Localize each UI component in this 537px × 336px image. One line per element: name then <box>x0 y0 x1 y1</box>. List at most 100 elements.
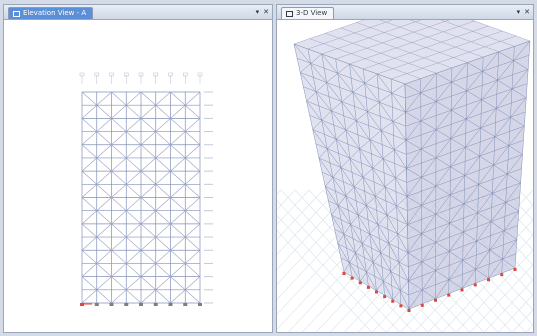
support-marker <box>342 272 346 275</box>
support-marker <box>109 303 114 306</box>
brace <box>366 186 386 206</box>
pin-icon[interactable]: ▾ <box>255 8 260 16</box>
brace <box>170 91 201 119</box>
brace <box>379 102 407 141</box>
roof-grid <box>293 20 531 85</box>
brace <box>111 223 142 251</box>
column <box>390 78 402 305</box>
brace <box>392 280 409 300</box>
brace <box>369 214 388 235</box>
brace <box>435 129 466 148</box>
brace <box>345 177 364 197</box>
support-marker <box>168 303 173 306</box>
brace <box>435 242 463 261</box>
ground-grid-line <box>277 189 338 255</box>
roof <box>294 20 530 84</box>
brace <box>362 177 388 216</box>
grid-bubble <box>109 72 114 77</box>
column <box>363 68 385 296</box>
3d-canvas[interactable] <box>277 20 533 332</box>
view-icon <box>286 10 293 17</box>
brace <box>404 83 437 102</box>
tab-elevation-view[interactable]: Elevation View - A <box>8 7 94 19</box>
support-marker <box>487 278 490 282</box>
column <box>448 67 453 294</box>
brace <box>379 83 406 103</box>
brace <box>356 102 380 121</box>
brace <box>111 144 142 172</box>
brace <box>326 82 357 121</box>
ground-grid-line <box>277 189 282 195</box>
brace <box>369 233 392 272</box>
brace <box>352 73 378 93</box>
roof-beam <box>356 22 468 63</box>
brace <box>382 140 407 159</box>
brace <box>462 260 489 279</box>
support-marker <box>513 268 517 271</box>
brace <box>494 136 523 155</box>
column <box>307 48 353 277</box>
brace <box>340 167 367 206</box>
3d-braces <box>293 40 531 310</box>
roof-beam <box>391 35 517 80</box>
support-marker <box>383 295 387 299</box>
brace <box>111 91 142 119</box>
tab-3d-view[interactable]: 3-D View <box>281 7 335 19</box>
elevation-canvas[interactable] <box>4 20 272 332</box>
brace <box>293 43 327 83</box>
brace <box>380 130 407 169</box>
brace <box>343 252 356 273</box>
pin-icon[interactable]: ▾ <box>516 8 521 16</box>
brace <box>331 92 354 111</box>
brace <box>466 118 496 137</box>
brace <box>489 249 516 269</box>
grid-bubble <box>79 72 85 77</box>
support-marker <box>434 298 437 302</box>
brace <box>386 196 408 216</box>
column <box>475 57 484 284</box>
brace <box>355 252 377 291</box>
brace <box>436 101 467 120</box>
brace <box>140 276 171 304</box>
ground-grid-line <box>484 279 533 332</box>
tab-label: Elevation View - A <box>23 9 87 17</box>
brace <box>407 252 436 271</box>
brace <box>467 62 498 81</box>
brace <box>312 129 342 168</box>
brace <box>140 197 171 225</box>
roof-beam <box>440 20 515 47</box>
brace <box>140 118 171 145</box>
roof-beam <box>377 30 503 75</box>
brace <box>300 53 322 73</box>
tab-label: 3-D View <box>296 9 328 17</box>
brace <box>170 170 201 198</box>
ground-grid-line <box>526 324 533 332</box>
support-marker <box>447 293 451 297</box>
brace <box>140 144 171 172</box>
brace <box>170 223 201 251</box>
brace <box>325 167 342 187</box>
view-icon <box>13 10 20 17</box>
3d-view-pane[interactable]: 3-D View ▾ ✕ <box>276 4 534 333</box>
elevation-view-header: Elevation View - A ▾ ✕ <box>4 5 272 20</box>
brace <box>170 250 201 277</box>
brace <box>312 110 332 130</box>
roof-beam <box>471 20 531 42</box>
brace <box>463 203 492 222</box>
close-icon[interactable]: ✕ <box>524 8 530 16</box>
roof-beam <box>379 20 484 58</box>
support-marker <box>94 303 99 306</box>
brace <box>81 276 112 304</box>
brace <box>465 147 494 166</box>
brace <box>464 175 493 194</box>
close-icon[interactable]: ✕ <box>263 8 269 16</box>
3d-building-model <box>277 20 533 332</box>
brace <box>81 91 112 119</box>
brace <box>376 271 391 291</box>
brace <box>359 148 386 188</box>
elevation-view-pane[interactable]: Elevation View - A ▾ ✕ <box>3 4 273 333</box>
support-marker <box>473 283 477 287</box>
brace <box>81 223 112 251</box>
support-marker <box>139 303 143 306</box>
brace <box>111 170 142 198</box>
